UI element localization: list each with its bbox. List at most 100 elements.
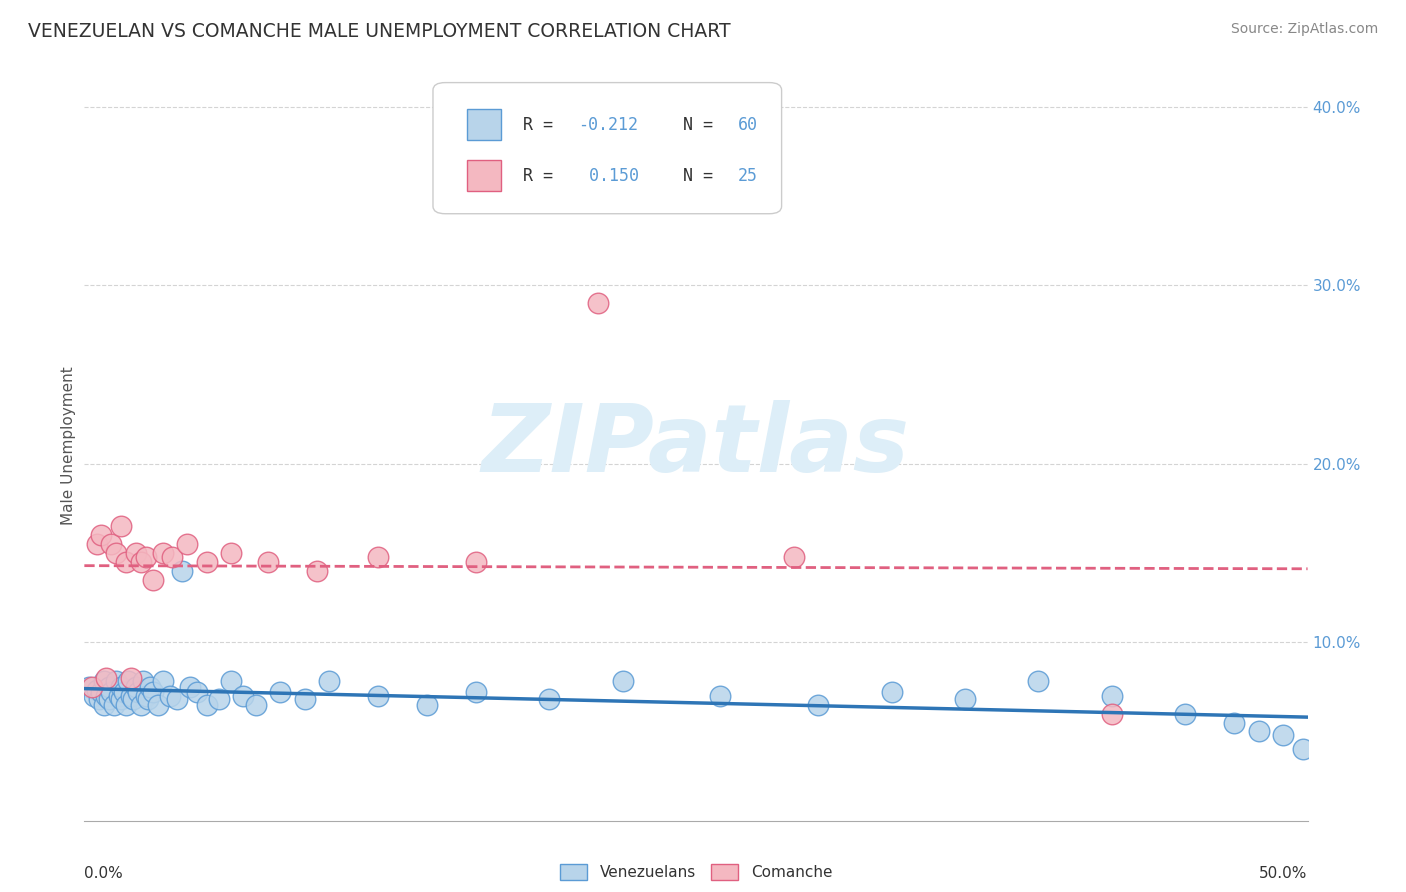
Point [1101, 706, 1123, 721]
Text: 60: 60 [738, 116, 758, 134]
Point [142, 685, 165, 699]
Point [179, 680, 201, 694]
Point [86, 683, 108, 698]
Text: Source: ZipAtlas.com: Source: ZipAtlas.com [1230, 22, 1378, 37]
Point [1247, 724, 1270, 739]
Point [305, 564, 328, 578]
Legend: Venezuelans, Comanche: Venezuelans, Comanche [560, 864, 832, 880]
Text: 50.0%: 50.0% [1260, 865, 1308, 880]
Y-axis label: Male Unemployment: Male Unemployment [60, 367, 76, 525]
Point [112, 685, 135, 699]
Point [807, 698, 830, 712]
Point [146, 698, 169, 712]
Point [219, 546, 242, 560]
Point [132, 674, 155, 689]
Text: N =: N = [682, 167, 723, 185]
Point [195, 555, 218, 569]
Text: VENEZUELAN VS COMANCHE MALE UNEMPLOYMENT CORRELATION CHART: VENEZUELAN VS COMANCHE MALE UNEMPLOYMENT… [28, 22, 731, 41]
FancyBboxPatch shape [467, 160, 502, 191]
Point [93, 674, 115, 689]
Point [245, 698, 267, 712]
Point [115, 555, 138, 569]
Point [367, 549, 389, 564]
Point [127, 685, 149, 699]
Point [159, 689, 181, 703]
Point [97, 680, 120, 694]
Point [77, 680, 100, 694]
Point [318, 674, 340, 689]
Point [100, 537, 122, 551]
Point [953, 692, 976, 706]
Point [135, 549, 157, 564]
Point [129, 698, 152, 712]
Point [136, 692, 159, 706]
Point [96, 671, 118, 685]
Text: ZIPatlas: ZIPatlas [482, 400, 910, 492]
Point [96, 689, 118, 703]
Point [100, 685, 122, 699]
Point [129, 555, 152, 569]
Point [294, 692, 316, 706]
Point [117, 674, 139, 689]
FancyBboxPatch shape [467, 109, 502, 140]
Point [125, 546, 148, 560]
Point [195, 698, 218, 712]
Text: R =: R = [523, 116, 564, 134]
Text: 0.150: 0.150 [578, 167, 638, 185]
Point [464, 685, 486, 699]
Point [367, 689, 389, 703]
Text: -0.212: -0.212 [578, 116, 638, 134]
Point [269, 685, 291, 699]
Point [83, 689, 105, 703]
Point [120, 671, 142, 685]
Point [166, 692, 188, 706]
Point [110, 692, 132, 706]
Text: 25: 25 [738, 167, 758, 185]
Point [612, 674, 634, 689]
Point [1223, 715, 1246, 730]
Text: 0.0%: 0.0% [84, 865, 124, 880]
Point [709, 689, 731, 703]
Point [86, 537, 108, 551]
Point [80, 680, 103, 694]
Point [208, 692, 231, 706]
Point [90, 685, 112, 699]
Point [97, 692, 120, 706]
Point [416, 698, 439, 712]
Point [1101, 689, 1123, 703]
Point [186, 685, 208, 699]
Point [783, 549, 806, 564]
Point [232, 689, 254, 703]
Point [464, 555, 486, 569]
Point [105, 546, 128, 560]
Point [135, 689, 157, 703]
Point [139, 680, 162, 694]
Point [103, 698, 125, 712]
Point [586, 296, 609, 310]
Point [257, 555, 280, 569]
Text: R =: R = [523, 167, 564, 185]
Point [152, 674, 174, 689]
Point [162, 549, 184, 564]
Point [115, 698, 138, 712]
Point [87, 692, 110, 706]
Point [110, 680, 132, 694]
Point [93, 698, 115, 712]
Point [90, 528, 112, 542]
Point [172, 564, 194, 578]
Point [1272, 728, 1295, 742]
Text: N =: N = [682, 116, 723, 134]
Point [125, 680, 148, 694]
Point [1174, 706, 1197, 721]
Point [538, 692, 561, 706]
Point [110, 519, 132, 533]
Point [880, 685, 903, 699]
Point [219, 674, 242, 689]
Point [152, 546, 174, 560]
Point [120, 689, 142, 703]
Point [122, 692, 145, 706]
Point [105, 674, 128, 689]
Point [1292, 742, 1315, 756]
Point [176, 537, 198, 551]
FancyBboxPatch shape [433, 83, 782, 214]
